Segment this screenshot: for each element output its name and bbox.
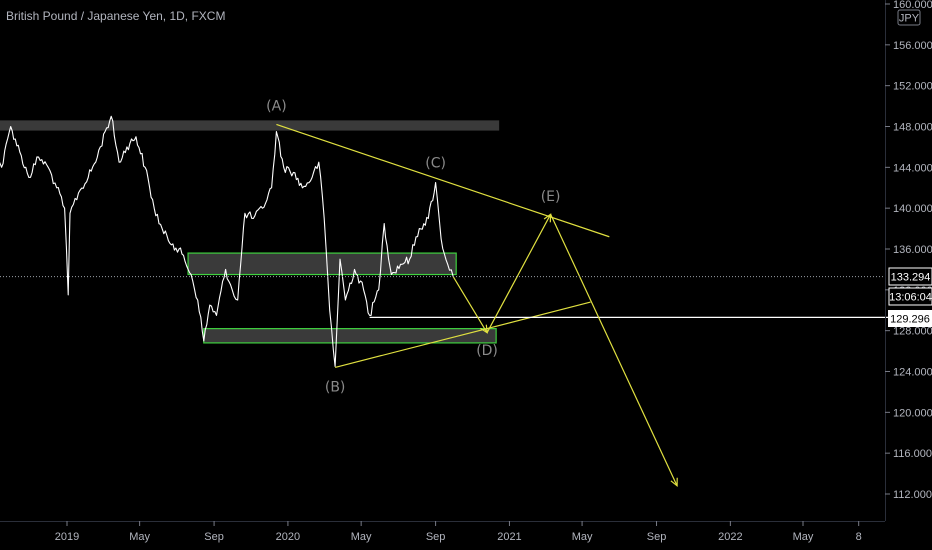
chart-title: British Pound / Japanese Yen, 1D, FXCM: [6, 9, 225, 23]
price-tick-label: 128.000: [893, 326, 932, 338]
wave-labels-layer: (A) (B) (C) (D) (E): [266, 98, 560, 395]
price-tick-label: 160.000: [893, 0, 932, 11]
price-tick-label: 140.000: [893, 203, 932, 215]
time-tick-label: 2021: [497, 531, 521, 543]
price-tick-label: 148.000: [893, 122, 932, 134]
zone-support: [203, 328, 497, 344]
projection-segment: [452, 276, 488, 334]
projection-arrowhead: [670, 477, 678, 488]
wave-label: (B): [325, 380, 346, 396]
time-tick-label: May: [351, 531, 372, 543]
trendline-lower: [334, 301, 591, 368]
bar-countdown-value: 13:06:04: [889, 292, 932, 304]
marked-price-tag: [888, 310, 932, 327]
time-axis[interactable]: 2019 May Sep 2020 May Sep 2021 May Sep 2022 May 8: [0, 521, 885, 543]
drawing-layer: [276, 123, 896, 488]
time-tick-label: May: [572, 531, 593, 543]
time-tick-label: 2019: [55, 531, 79, 543]
trendline-upper: [276, 123, 610, 238]
projection-segment: [486, 214, 552, 333]
price-series-line: [0, 115, 454, 367]
currency-label: JPY: [899, 13, 920, 25]
current-price-tag: [888, 267, 932, 286]
time-tick-label: 8: [856, 531, 862, 543]
wave-label: (E): [541, 189, 561, 205]
wave-label: (A): [266, 98, 287, 114]
time-tick-label: Sep: [204, 531, 224, 543]
currency-button[interactable]: JPY: [897, 9, 921, 26]
price-tick-label: 112.000: [893, 489, 932, 501]
time-tick-label: Sep: [426, 531, 446, 543]
zone-middle: [187, 252, 457, 276]
price-tick-label: 116.000: [893, 448, 932, 460]
price-tick-label: 136.000: [893, 244, 932, 256]
projection-segment: [550, 214, 678, 487]
zone-resistance: [0, 120, 500, 131]
price-tick-label: 124.000: [893, 367, 932, 379]
currency-badge[interactable]: [897, 9, 921, 26]
time-tick-label: 2022: [718, 531, 742, 543]
time-tick-label: 2020: [276, 531, 300, 543]
current-price-value: 133.294: [891, 272, 931, 284]
series-layer: [0, 115, 454, 367]
price-tick-label: 156.000: [893, 40, 932, 52]
marked-price-value: 129.296: [890, 314, 930, 326]
price-tags-layer: 133.294 13:06:04 129.296: [888, 267, 932, 327]
time-tick-label: May: [793, 531, 814, 543]
time-tick-label: May: [129, 531, 150, 543]
price-tick-label: 152.000: [893, 81, 932, 93]
zones-layer: [0, 120, 500, 344]
bar-countdown-tag: [888, 287, 932, 306]
price-tick-label: 144.000: [893, 162, 932, 174]
wave-label: (D): [476, 343, 498, 359]
time-tick-label: Sep: [647, 531, 667, 543]
wave-label: (C): [425, 155, 446, 171]
price-tick-label: 120.000: [893, 407, 932, 419]
